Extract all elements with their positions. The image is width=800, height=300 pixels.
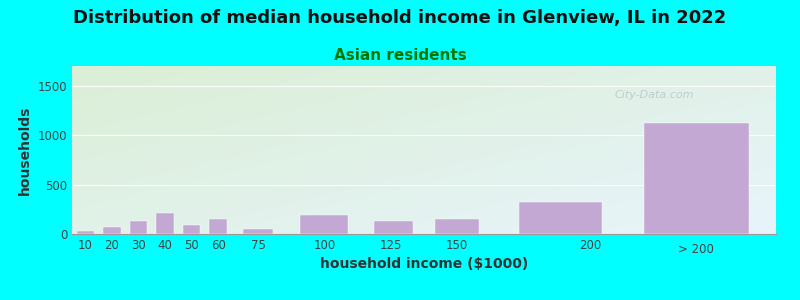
Bar [183,225,200,234]
Text: Distribution of median household income in Glenview, IL in 2022: Distribution of median household income … [74,9,726,27]
Text: > 200: > 200 [678,243,714,256]
Bar [77,231,94,234]
Y-axis label: households: households [18,105,32,195]
Bar [301,215,348,234]
Bar [644,123,749,234]
Bar [210,219,227,234]
Bar [435,219,479,234]
Text: City-Data.com: City-Data.com [614,90,694,100]
Bar [156,213,174,234]
Bar [130,221,147,234]
Bar [374,221,413,234]
Bar [242,229,274,234]
X-axis label: household income ($1000): household income ($1000) [320,257,528,272]
Bar [103,226,121,234]
Bar [519,202,602,234]
Text: Asian residents: Asian residents [334,48,466,63]
